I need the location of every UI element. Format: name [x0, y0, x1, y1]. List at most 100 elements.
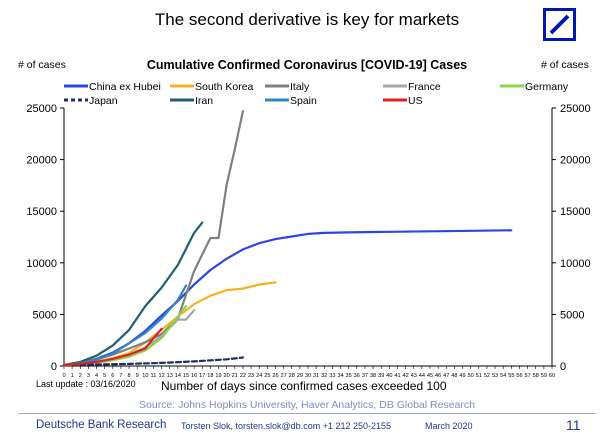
last-update-note: Last update : 03/16/2020: [36, 379, 136, 389]
series-line-south-korea: [62, 281, 277, 367]
legend-label-italy: Italy: [290, 81, 310, 93]
x-tick-label: 31: [313, 373, 319, 379]
x-tick-label: 10: [142, 373, 148, 379]
x-tick-label: 13: [167, 373, 173, 379]
x-tick-label: 15: [183, 373, 189, 379]
y-tick-label-right: 10000: [560, 258, 591, 270]
x-tick-label: 14: [175, 373, 181, 379]
footer-date: March 2020: [425, 421, 473, 431]
x-tick-label: 59: [541, 373, 547, 379]
page-number: 11: [566, 417, 581, 433]
legend-label-us: US: [408, 95, 423, 107]
x-tick-label: 2: [79, 373, 82, 379]
x-tick-label: 34: [337, 373, 343, 379]
y-tick-label-left: 20000: [26, 155, 57, 167]
y-tick-label-right: 5000: [560, 309, 584, 321]
y-tick-label-left: 10000: [26, 258, 57, 270]
x-tick-label: 27: [280, 373, 286, 379]
legend-label-iran: Iran: [195, 95, 213, 107]
y-tick-label-right: 20000: [560, 155, 591, 167]
footer-author: Torsten Slok, torsten.slok@db.com +1 212…: [181, 421, 392, 431]
x-tick-label: 22: [240, 373, 246, 379]
series-line-us: [62, 327, 163, 367]
x-tick-label: 44: [419, 373, 425, 379]
y-tick-label-left: 0: [51, 361, 57, 373]
x-tick-label: 53: [492, 373, 498, 379]
x-tick-label: 32: [321, 373, 327, 379]
x-tick-label: 38: [370, 373, 376, 379]
x-tick-label: 35: [346, 373, 352, 379]
legend-label-japan: Japan: [89, 95, 118, 107]
x-tick-label: 49: [459, 373, 465, 379]
legend-label-spain: Spain: [290, 95, 317, 107]
chart-series: [62, 109, 513, 367]
x-tick-label: 26: [272, 373, 278, 379]
y-axis-label-right: # of cases: [541, 59, 589, 71]
chart-title: Cumulative Confirmed Coronavirus [COVID-…: [146, 58, 468, 72]
x-tick-label: 17: [199, 373, 205, 379]
y-tick-label-right: 0: [560, 361, 566, 373]
x-tick-label: 30: [305, 373, 311, 379]
x-tick-label: 18: [207, 373, 213, 379]
x-tick-label: 11: [151, 373, 157, 379]
x-tick-label: 23: [248, 373, 254, 379]
x-tick-label: 5: [103, 373, 106, 379]
x-tick-label: 16: [191, 373, 197, 379]
y-tick-label-left: 5000: [33, 309, 57, 321]
x-tick-label: 50: [468, 373, 474, 379]
y-tick-label-left: 25000: [26, 103, 57, 115]
x-tick-label: 57: [524, 373, 530, 379]
legend-label-germany: Germany: [525, 81, 569, 93]
x-tick-label: 60: [549, 373, 555, 379]
legend-label-china-ex-hubei: China ex Hubei: [89, 81, 161, 93]
x-tick-label: 0: [62, 373, 65, 379]
x-tick-label: 41: [394, 373, 400, 379]
x-axis-label: Number of days since confirmed cases exc…: [161, 379, 447, 393]
x-tick-label: 58: [533, 373, 539, 379]
y-axis-label-left: # of cases: [18, 59, 66, 71]
deutsche-bank-logo: [543, 8, 576, 41]
x-tick-label: 40: [386, 373, 392, 379]
x-tick-label: 7: [119, 373, 122, 379]
series-line-japan: [62, 356, 244, 367]
series-line-iran: [62, 221, 204, 367]
x-tick-label: 37: [362, 373, 368, 379]
x-tick-label: 43: [411, 373, 417, 379]
x-tick-label: 52: [484, 373, 490, 379]
y-tick-label-left: 15000: [26, 206, 57, 218]
x-tick-label: 24: [256, 373, 262, 379]
x-tick-label: 45: [427, 373, 433, 379]
x-tick-label: 56: [516, 373, 522, 379]
x-tick-label: 19: [215, 373, 221, 379]
y-tick-label-right: 15000: [560, 206, 591, 218]
x-tick-label: 54: [500, 373, 506, 379]
chart-legend: China ex Hubei South Korea Italy France Germ…: [64, 81, 569, 107]
x-tick-label: 28: [289, 373, 295, 379]
x-tick-label: 47: [443, 373, 449, 379]
x-tick-label: 3: [87, 373, 90, 379]
x-tick-label: 39: [378, 373, 384, 379]
x-tick-label: 29: [297, 373, 303, 379]
logo-slash: [549, 14, 570, 35]
x-tick-label: 55: [508, 373, 514, 379]
footer-divider: [18, 413, 596, 414]
x-tick-label: 21: [232, 373, 238, 379]
footer-organization: Deutsche Bank Research: [36, 419, 167, 431]
x-tick-label: 1: [71, 373, 74, 379]
legend-label-france: France: [408, 81, 441, 93]
x-tick-label: 42: [402, 373, 408, 379]
x-tick-label: 9: [136, 373, 139, 379]
x-tick-label: 12: [158, 373, 164, 379]
x-tick-label: 33: [329, 373, 335, 379]
x-tick-label: 6: [111, 373, 114, 379]
x-tick-label: 36: [354, 373, 360, 379]
legend-label-south-korea: South Korea: [195, 81, 254, 93]
x-tick-label: 46: [435, 373, 441, 379]
x-tick-label: 25: [264, 373, 270, 379]
logo-square: [543, 8, 576, 41]
x-tick-label: 4: [95, 373, 98, 379]
x-tick-label: 8: [128, 373, 131, 379]
series-line-china-ex-hubei: [62, 229, 513, 367]
